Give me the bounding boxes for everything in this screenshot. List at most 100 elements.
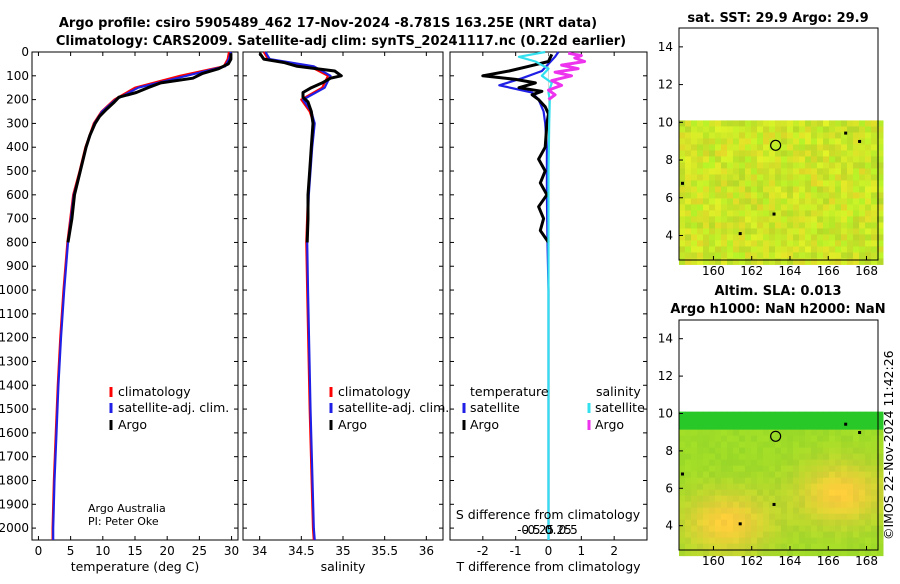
map-cell (877, 150, 884, 157)
map-cell (703, 513, 710, 521)
map-cell (781, 543, 788, 551)
plot-frame (31, 51, 239, 541)
map-cell (805, 228, 812, 235)
map-cell (715, 222, 722, 229)
map-cell (835, 471, 842, 479)
map-cell (685, 429, 692, 437)
map-cell (853, 447, 860, 455)
map-cell (871, 120, 878, 127)
map-cell (859, 186, 866, 193)
map-cell (865, 192, 872, 199)
island-speck (680, 181, 684, 185)
map-cell (871, 198, 878, 205)
map-cell (745, 501, 752, 509)
map-cell (745, 441, 752, 449)
map-cell (691, 435, 698, 443)
map-cell (829, 138, 836, 145)
legend-label-s-satellite: satellite (595, 400, 645, 415)
map-cell (691, 429, 698, 437)
map-cell (721, 447, 728, 455)
map-cell (799, 192, 806, 199)
x-axis-label: temperature (deg C) (71, 559, 200, 574)
map-cell (763, 162, 770, 169)
map-cell (745, 132, 752, 139)
map-cell (715, 180, 722, 187)
map-cell (859, 156, 866, 163)
map-cell (799, 477, 806, 485)
map-cell (811, 126, 818, 133)
map-cell (817, 477, 824, 485)
map-cell (745, 246, 752, 253)
map-cell (775, 132, 782, 139)
map-cell (787, 234, 794, 241)
map-cell (817, 246, 824, 253)
map-cell (745, 216, 752, 223)
map-cell (691, 495, 698, 503)
map-cell (793, 156, 800, 163)
map-cell (841, 507, 848, 515)
map-cell (847, 174, 854, 181)
map-cell (799, 471, 806, 479)
map-cell (757, 258, 764, 265)
map-cell (811, 507, 818, 515)
x-tick-label: 34.5 (288, 544, 315, 558)
map-cell (763, 216, 770, 223)
map-cell (865, 156, 872, 163)
map-cell (703, 204, 710, 211)
map-cell (859, 252, 866, 259)
map-cell (859, 525, 866, 533)
map-cell (841, 174, 848, 181)
map-cell (703, 453, 710, 461)
map-cell (871, 507, 878, 515)
map-cell (847, 489, 854, 497)
map-cell (847, 411, 854, 419)
map-cell (787, 519, 794, 527)
map-cell (685, 150, 692, 157)
map-cell (733, 543, 740, 551)
map-cell (763, 429, 770, 437)
map-cell (709, 126, 716, 133)
map-cell (715, 447, 722, 455)
lat-tick-label: 4 (665, 228, 673, 242)
map-cell (835, 483, 842, 491)
map-cell (751, 483, 758, 491)
map-cell (865, 138, 872, 145)
map-cell (829, 417, 836, 425)
map-cell (769, 168, 776, 175)
map-cell (841, 459, 848, 467)
map-cell (691, 513, 698, 521)
map-cell (805, 489, 812, 497)
map-cell (775, 459, 782, 467)
map-cell (769, 447, 776, 455)
map-cell (781, 519, 788, 527)
map-cell (853, 204, 860, 211)
map-cell (709, 435, 716, 443)
map-cell (715, 120, 722, 127)
map-cell (817, 156, 824, 163)
map-cell (871, 132, 878, 139)
map-cell (733, 411, 740, 419)
map-cell (751, 513, 758, 521)
map-cell (853, 192, 860, 199)
map-cell (847, 204, 854, 211)
map-cell (871, 180, 878, 187)
map-cell (787, 459, 794, 467)
map-cell (817, 501, 824, 509)
map-cell (793, 531, 800, 539)
map-cell (721, 465, 728, 473)
map-cell (853, 234, 860, 241)
map-cell (829, 525, 836, 533)
map-cell (841, 192, 848, 199)
map-cell (799, 120, 806, 127)
map-cell (769, 417, 776, 425)
map-cell (703, 543, 710, 551)
map-cell (751, 435, 758, 443)
map-cell (727, 120, 734, 127)
map-cell (751, 180, 758, 187)
map-cell (709, 471, 716, 479)
map-cell (721, 417, 728, 425)
map-cell (829, 435, 836, 443)
map-cell (703, 423, 710, 431)
map-cell (739, 198, 746, 205)
map-cell (733, 132, 740, 139)
